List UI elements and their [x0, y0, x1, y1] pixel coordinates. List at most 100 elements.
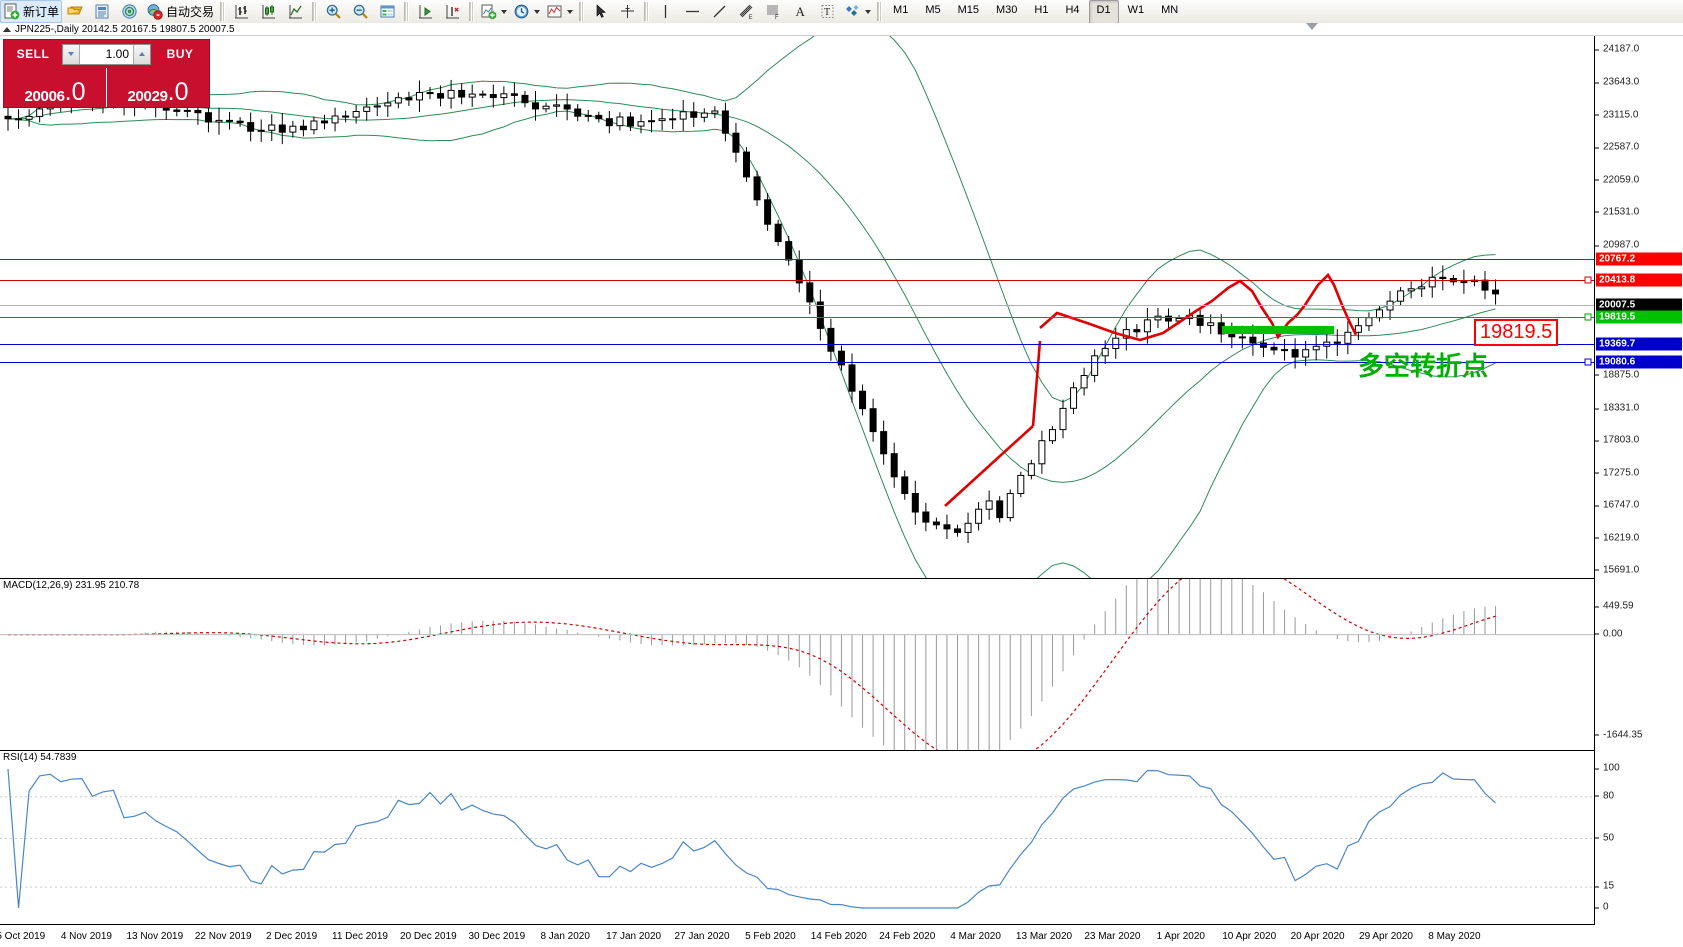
horizontal-level-line[interactable] [0, 280, 1595, 282]
folder-button[interactable] [62, 0, 89, 23]
rsi-axis-tick: 100 [1595, 763, 1683, 774]
price-level-badge[interactable]: 19080.6 [1596, 355, 1682, 369]
macd-label: MACD(12,26,9) 231.95 210.78 [3, 580, 140, 591]
chart-shift-button[interactable] [412, 0, 439, 23]
sell-price-button[interactable]: 20006 .0 [4, 68, 107, 107]
templates-button[interactable] [543, 0, 576, 23]
crosshair-button[interactable] [614, 0, 641, 23]
price-axis-tick: 17275.0 [1595, 467, 1683, 478]
chevron-down-icon[interactable] [865, 9, 872, 14]
price-level-badge[interactable]: 19369.7 [1596, 337, 1682, 351]
signals-icon [122, 4, 137, 19]
news-button[interactable] [89, 0, 116, 23]
buy-price-decimal: .0 [167, 78, 189, 107]
zoom-out-button[interactable] [347, 0, 374, 23]
timeframe-w1-button[interactable]: W1 [1127, 3, 1145, 16]
level-line-handle[interactable] [1584, 358, 1592, 366]
timeframe-m15-button[interactable]: M15 [957, 3, 979, 16]
horizontal-line-button[interactable] [679, 0, 706, 23]
svg-text:E: E [749, 15, 753, 20]
sell-price-integer: 20006 [24, 88, 65, 105]
level-line-handle[interactable] [1584, 313, 1592, 321]
time-axis[interactable]: 25 Oct 2019 4 Nov 2019 13 Nov 2019 22 Nov 2… [0, 924, 1683, 947]
bar-chart-button[interactable] [228, 0, 255, 23]
macd-canvas [0, 579, 1595, 751]
horizontal-level-line[interactable] [0, 305, 1595, 307]
horizontal-level-line[interactable] [0, 344, 1595, 346]
new-order-icon [4, 3, 20, 20]
horizontal-level-line[interactable] [0, 258, 1595, 260]
toolbar-separator [644, 2, 650, 21]
time-axis-tick: 14 Feb 2020 [810, 931, 867, 942]
equidistant-channel-button[interactable]: E [733, 0, 760, 23]
period-button[interactable] [510, 0, 543, 23]
cursor-button[interactable] [587, 0, 614, 23]
timeframe-mn-button[interactable]: MN [1161, 3, 1179, 16]
time-axis-tick: 8 Jan 2020 [540, 931, 590, 942]
volume-increment-button[interactable] [133, 44, 150, 64]
volume-decrement-button[interactable] [63, 44, 80, 64]
time-axis-tick: 13 Nov 2019 [126, 931, 184, 942]
level-line-handle[interactable] [1584, 276, 1592, 284]
candlestick-chart-button[interactable] [255, 0, 282, 23]
time-axis-tick: 10 Apr 2020 [1222, 931, 1277, 942]
price-axis-tick: 23643.0 [1595, 77, 1683, 88]
order-panel-top-row: SELL 1.00 BUY [4, 40, 209, 68]
price-pane[interactable] [0, 36, 1595, 578]
trend-line-button[interactable] [706, 0, 733, 23]
timeframe-m5-button[interactable]: M5 [925, 3, 941, 16]
timeframe-h1-button[interactable]: H1 [1034, 3, 1049, 16]
text-button[interactable]: T [814, 0, 841, 23]
line-chart-button[interactable] [282, 0, 309, 23]
volume-value[interactable]: 1.00 [105, 47, 129, 61]
equidistant-channel-icon: E [739, 4, 753, 20]
time-axis-tick: 2 Dec 2019 [266, 931, 318, 942]
vertical-line-button[interactable] [652, 0, 679, 23]
time-axis-tick: 24 Feb 2020 [879, 931, 936, 942]
one-click-trading-panel[interactable]: SELL 1.00 BUY 20006 .0 20029 .0 [3, 39, 210, 108]
timeframe-m30-button[interactable]: M30 [996, 3, 1018, 16]
chart-scroll-marker-icon[interactable] [1306, 23, 1318, 30]
auto-scroll-icon [446, 5, 460, 19]
buy-price-button[interactable]: 20029 .0 [107, 68, 209, 107]
timeframe-d1-button[interactable]: D1 [1088, 0, 1119, 24]
macd-pane[interactable] [0, 578, 1595, 751]
chevron-down-icon[interactable] [567, 9, 574, 14]
price-level-badge[interactable]: 20767.2 [1596, 252, 1682, 266]
macd-axis-tick: 449.59 [1595, 601, 1683, 612]
price-level-badge[interactable]: 20007.5 [1596, 298, 1682, 312]
autotrading-button[interactable]: 自动交易 [143, 0, 217, 23]
trend-line-icon [713, 5, 726, 18]
chevron-down-icon[interactable] [501, 9, 508, 14]
price-axis[interactable]: 24187.0 23643.0 23115.0 22587.0 22059.0 21531… [1594, 36, 1683, 925]
data-window-button[interactable] [374, 0, 401, 23]
new-order-button[interactable]: 新订单 [0, 0, 63, 23]
price-level-badge[interactable]: 19819.5 [1596, 310, 1682, 324]
zoom-in-icon [326, 4, 341, 19]
auto-scroll-button[interactable] [439, 0, 466, 23]
sell-label[interactable]: SELL [16, 47, 50, 61]
volume-stepper[interactable]: 1.00 [62, 43, 151, 65]
line-chart-icon [289, 5, 303, 19]
horizontal-level-line[interactable] [0, 316, 1595, 318]
svg-text:A: A [796, 4, 806, 19]
horizontal-level-line[interactable] [0, 362, 1595, 364]
indicators-button[interactable] [477, 0, 510, 23]
time-axis-tick: 13 Mar 2020 [1015, 931, 1073, 942]
rsi-pane[interactable] [0, 750, 1595, 926]
buy-price-integer: 20029 [127, 88, 168, 105]
objects-button[interactable] [841, 0, 874, 23]
text-label-button[interactable]: A [787, 0, 814, 23]
chevron-down-icon[interactable] [534, 9, 541, 14]
signals-button[interactable] [116, 0, 143, 23]
timeframe-m1-button[interactable]: M1 [893, 3, 909, 16]
price-level-badge[interactable]: 20413.8 [1596, 273, 1682, 287]
timeframe-h4-button[interactable]: H4 [1065, 3, 1080, 16]
autotrading-label: 自动交易 [166, 5, 215, 19]
price-axis-tick: 24187.0 [1595, 44, 1683, 55]
buy-label[interactable]: BUY [166, 47, 194, 61]
chart-window[interactable]: JPN225-,Daily 20142.5 20167.5 19807.5 20… [0, 23, 1683, 947]
zoom-in-button[interactable] [320, 0, 347, 23]
collapse-triangle-icon[interactable] [3, 27, 11, 32]
fibonacci-button[interactable]: F [760, 0, 787, 23]
